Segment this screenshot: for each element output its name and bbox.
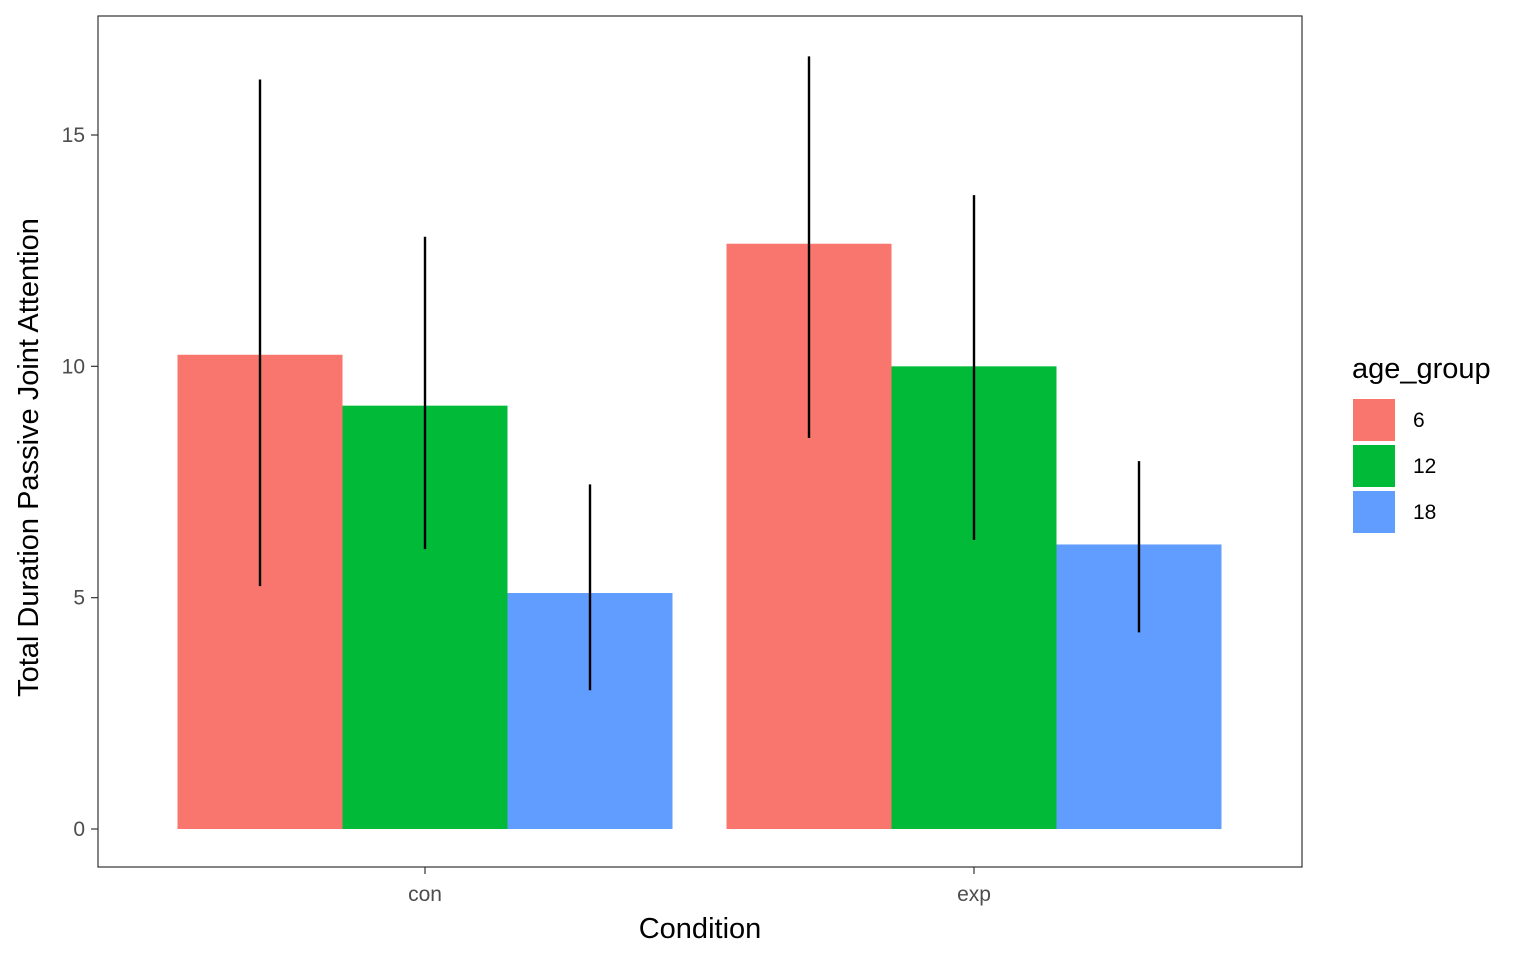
legend-title: age_group xyxy=(1352,353,1491,385)
legend-key-18 xyxy=(1353,491,1395,533)
y-axis: 0 5 10 15 xyxy=(62,124,98,841)
y-tick-label: 10 xyxy=(62,355,85,378)
y-axis-title: Total Duration Passive Joint Attention xyxy=(13,218,45,697)
x-axis-title: Condition xyxy=(639,913,762,945)
legend-key-12 xyxy=(1353,445,1395,487)
x-tick-label-exp: exp xyxy=(957,883,991,906)
plot-panel-border xyxy=(97,15,1303,868)
x-axis: con exp xyxy=(408,867,991,906)
x-tick-label-con: con xyxy=(408,883,442,906)
legend-key-6 xyxy=(1353,399,1395,441)
legend-label-6: 6 xyxy=(1413,409,1425,432)
y-tick-label: 5 xyxy=(73,587,85,610)
y-tick-label: 0 xyxy=(73,818,85,841)
legend-label-12: 12 xyxy=(1413,455,1436,478)
legend: age_group 6 12 18 xyxy=(1352,353,1491,533)
error-bars-layer xyxy=(258,56,1141,691)
y-tick-label: 15 xyxy=(62,124,85,147)
legend-label-18: 18 xyxy=(1413,501,1436,524)
